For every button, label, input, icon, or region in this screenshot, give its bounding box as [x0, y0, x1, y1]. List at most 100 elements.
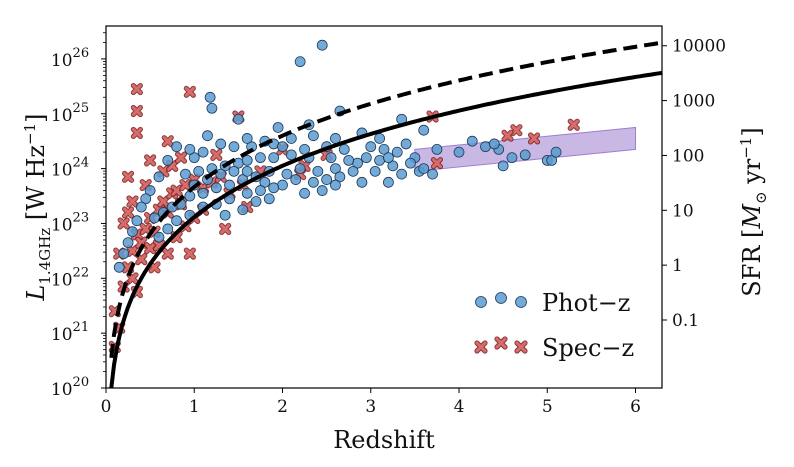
- phot-z-point: [497, 160, 509, 172]
- phot-z-point: [197, 146, 209, 158]
- legend-phot-marker: [475, 292, 527, 308]
- legend-phot-circle: [475, 296, 487, 308]
- phot-z-point: [387, 160, 399, 172]
- y-tick-label: 1020: [51, 375, 89, 400]
- model-curves: [109, 40, 662, 388]
- phot-z-point: [153, 171, 165, 183]
- solid-model-curve: [109, 70, 662, 388]
- spec-z-point: [139, 222, 152, 236]
- phot-z-point: [206, 102, 218, 114]
- phot-z-point: [144, 185, 156, 196]
- spec-z-point: [527, 132, 541, 145]
- phot-z-point: [241, 133, 253, 144]
- spec-z-point: [210, 148, 223, 161]
- y2-tick-label: 1: [672, 256, 683, 276]
- phot-z-point: [488, 138, 500, 150]
- phot-z-point: [418, 163, 430, 175]
- phot-z-point: [255, 185, 266, 196]
- x-tick-label: 5: [542, 397, 553, 417]
- legend-phot-circle: [515, 296, 527, 308]
- phot-z-point: [519, 149, 531, 161]
- y-axis-left: 1020 1021 1022 1023 1024 1025 1026: [51, 32, 106, 400]
- phot-z-point: [307, 176, 319, 188]
- phot-z-point: [294, 163, 306, 175]
- phot-z-point: [418, 124, 430, 136]
- phot-z-point: [360, 152, 372, 164]
- phot-z-point: [369, 165, 381, 177]
- spec-z-point: [126, 195, 139, 208]
- phot-z-point: [255, 152, 266, 164]
- phot-z-point: [356, 176, 368, 188]
- x-tick-label: 4: [454, 397, 465, 417]
- spec-z-point: [130, 82, 143, 96]
- spec-z-point: [121, 206, 135, 219]
- phot-z-point: [180, 168, 191, 180]
- spec-z-point: [183, 85, 196, 98]
- phot-z-point: [149, 212, 160, 224]
- spec-z-point: [179, 178, 192, 192]
- phot-z-point: [162, 223, 174, 235]
- spec-z-point: [510, 124, 523, 137]
- y-axis-right: 0.1 1 10 100 1000 10000: [662, 37, 726, 331]
- y-axis-title: L1.4GHz [W Hz−1]: [21, 113, 54, 301]
- phot-z-point: [250, 196, 262, 207]
- phot-z-point: [290, 174, 302, 185]
- phot-z-point: [307, 130, 319, 142]
- spec-z-point: [567, 118, 580, 131]
- phot-z-point: [268, 182, 280, 194]
- phot-z-point: [383, 152, 394, 164]
- phot-z-point: [118, 248, 130, 260]
- phot-z-point: [153, 231, 165, 243]
- phot-z-point: [237, 204, 249, 216]
- y2-tick-label: 10: [672, 201, 694, 221]
- x-axis: 0 1 2 3 4 5 6: [101, 388, 641, 417]
- phot-z-point: [374, 133, 385, 144]
- phot-z-point: [550, 146, 562, 158]
- spec-z-point: [117, 217, 130, 230]
- phot-z-point: [171, 141, 183, 153]
- spec-z-point: [183, 247, 196, 260]
- phot-z-point: [453, 146, 465, 158]
- phot-z-point: [162, 154, 174, 166]
- sfr-band: [414, 126, 637, 172]
- y2-axis-title: SFR [M⊙ yr−1]: [737, 127, 770, 296]
- legend-spec-marker: [474, 336, 528, 354]
- legend-phot-label: Phot−z: [542, 289, 630, 317]
- phot-z-point: [546, 154, 558, 166]
- y-tick-label: 1026: [51, 46, 89, 71]
- phot-z-point: [405, 157, 416, 169]
- phot-z-point: [299, 187, 310, 199]
- phot-z-point: [330, 133, 341, 144]
- legend-spec-cross: [474, 340, 488, 354]
- spec-z-point: [130, 126, 143, 140]
- phot-z-point: [321, 174, 333, 185]
- phot-z-point: [188, 152, 200, 164]
- spec-z-point: [430, 157, 444, 170]
- x-tick-label: 3: [365, 397, 376, 417]
- legend-spec-label: Spec−z: [542, 334, 634, 362]
- y2-tick-label: 0.1: [672, 311, 699, 331]
- spec-z-point: [161, 135, 174, 148]
- phot-z-point: [171, 215, 183, 227]
- phot-z-point: [396, 168, 408, 180]
- phot-z-point: [193, 165, 205, 177]
- spec-z-point: [219, 222, 232, 236]
- spec-z-point: [148, 261, 161, 274]
- phot-z-point: [241, 187, 253, 199]
- legend: Phot−z Spec−z: [474, 289, 634, 362]
- phot-z-point: [391, 146, 403, 158]
- legend-spec-cross: [494, 336, 508, 350]
- y-tick-label: 1022: [51, 265, 89, 290]
- y-tick-label: 1023: [51, 210, 89, 235]
- phot-z-point: [204, 91, 216, 103]
- spec-z-point: [170, 184, 183, 197]
- phot-z-point: [232, 113, 244, 125]
- phot-z-point: [325, 152, 337, 164]
- phot-z-point: [241, 165, 253, 177]
- y-tick-label: 1024: [51, 156, 89, 181]
- phot-z-point: [135, 201, 147, 213]
- phot-z-point: [277, 141, 288, 153]
- sfr-band-area: [414, 126, 637, 172]
- x-tick-label: 6: [630, 397, 641, 417]
- x-tick-label: 1: [189, 397, 200, 417]
